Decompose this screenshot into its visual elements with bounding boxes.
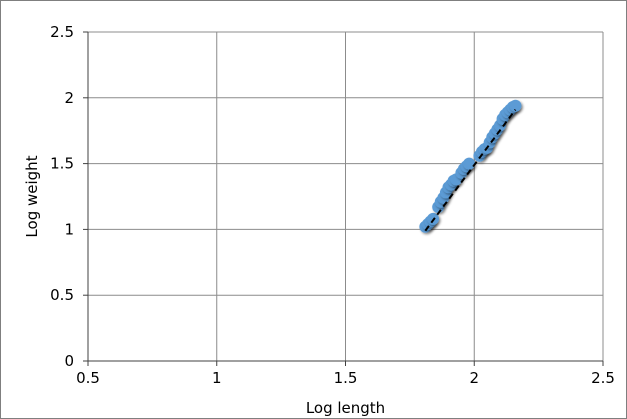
y-tick-label: 1.5	[50, 155, 74, 173]
x-tick-label: 0.5	[76, 369, 100, 387]
x-tick-label: 1	[212, 369, 222, 387]
points-layer	[419, 99, 522, 233]
x-axis-title: Log length	[306, 399, 385, 417]
trend-layer	[424, 109, 517, 232]
y-tick-label: 1	[64, 220, 74, 238]
y-tick-label: 0	[64, 352, 74, 370]
y-tick-label: 0.5	[50, 286, 74, 304]
y-tick-label: 2.5	[50, 23, 74, 41]
y-tick-labels: 0 0.5 1 1.5 2 2.5	[50, 23, 74, 370]
x-tick-labels: 0.5 1 1.5 2 2.5	[76, 369, 615, 387]
y-tick-label: 2	[64, 89, 74, 107]
x-tick-label: 1.5	[334, 369, 358, 387]
trendline	[424, 109, 517, 232]
grid-layer	[88, 31, 604, 361]
x-tick-label: 2	[469, 369, 479, 387]
data-point	[509, 99, 522, 112]
x-tick-label: 2.5	[591, 369, 615, 387]
data-point	[463, 157, 476, 170]
axis-layer	[83, 31, 604, 366]
y-axis-title: Log weight	[23, 155, 41, 237]
